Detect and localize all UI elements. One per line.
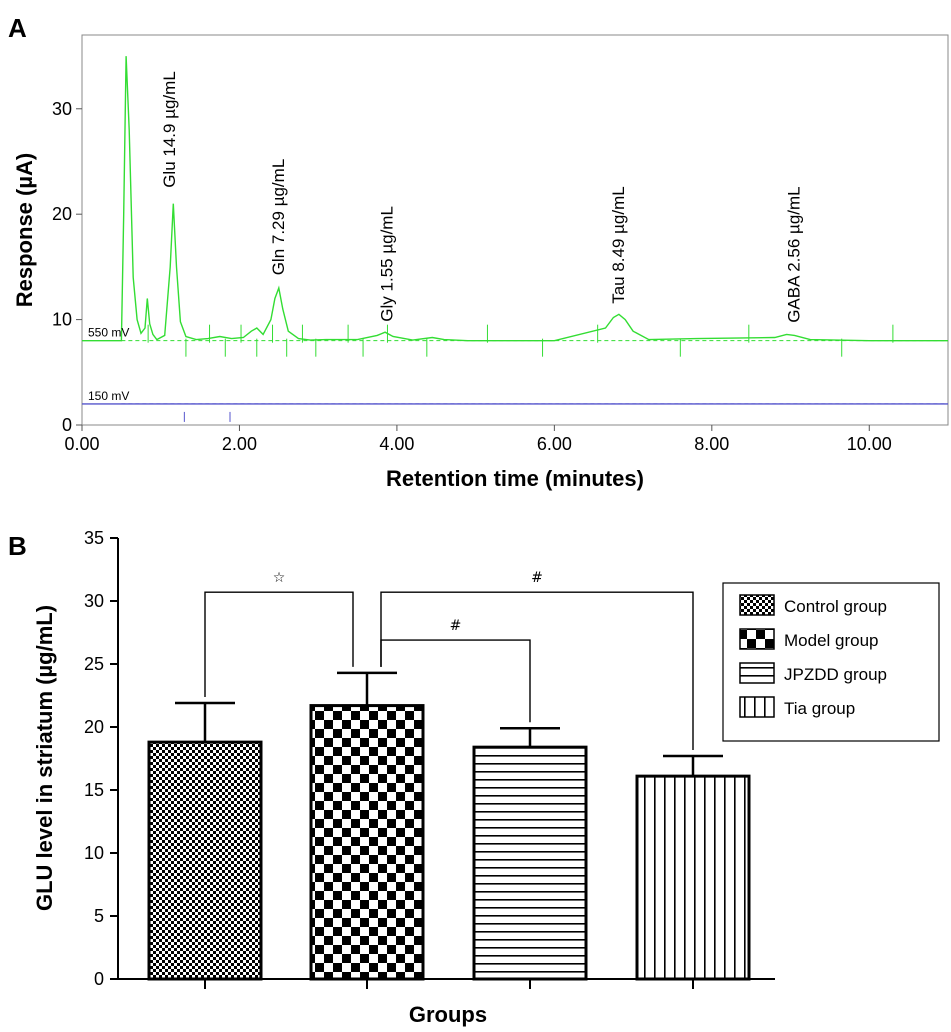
panel-letter-a: A — [8, 13, 27, 43]
legend-swatch — [739, 662, 775, 684]
y-tick-label: 0 — [62, 415, 72, 435]
x-tick-label: 6.00 — [537, 434, 572, 454]
bar — [635, 774, 751, 981]
panel-letter-b: B — [8, 531, 27, 561]
y-tick-label: 20 — [52, 204, 72, 224]
bar-chart-panel: 0 5 10 15 20 25 30 35 ☆ # # Control group Model gr… — [32, 528, 940, 1027]
peak-annotations: Glu 14.9 µg/mL Gln 7.29 µg/mL Gly 1.55 µg/… — [160, 71, 803, 323]
bar-chart-legend: Control group Model group JPZDD group Tia g… — [722, 582, 940, 742]
bar — [309, 704, 425, 981]
peak-label: GABA 2.56 µg/mL — [785, 186, 804, 322]
bar-chart-x-axis-title: Groups — [409, 1002, 487, 1027]
chromatogram-traces: 550 mV 150 mV — [82, 56, 948, 422]
y-tick-label: 10 — [84, 843, 104, 863]
legend-entry: Model group — [784, 631, 879, 650]
chromatogram-frame — [81, 34, 949, 426]
x-tick-label: 8.00 — [694, 434, 729, 454]
x-tick-label: 4.00 — [379, 434, 414, 454]
trace-550mv-label: 550 mV — [88, 326, 129, 340]
significance-bracket — [204, 591, 354, 698]
chromatogram-x-axis-title: Retention time (minutes) — [386, 466, 644, 491]
peak-label: Glu 14.9 µg/mL — [160, 71, 179, 188]
x-tick-label: 10.00 — [847, 434, 892, 454]
x-tick-label: 2.00 — [222, 434, 257, 454]
significance-bracket — [380, 591, 694, 750]
significance-marker: # — [531, 570, 543, 586]
significance-marker: ☆ — [273, 570, 286, 586]
peak-label: Gly 1.55 µg/mL — [378, 206, 397, 322]
y-tick-label: 30 — [52, 99, 72, 119]
y-tick-label: 25 — [84, 654, 104, 674]
y-tick-label: 20 — [84, 717, 104, 737]
y-tick-label: 35 — [84, 528, 104, 548]
trace-550mv-line — [82, 56, 948, 342]
significance-marker: # — [450, 618, 462, 634]
chromatogram-y-axis-title: Response (µA) — [12, 153, 37, 307]
x-tick-label: 0.00 — [64, 434, 99, 454]
legend-entry: Control group — [784, 597, 887, 616]
legend-swatch — [739, 594, 775, 616]
y-tick-label: 15 — [84, 780, 104, 800]
legend-swatch — [739, 696, 775, 718]
y-tick-label: 10 — [52, 310, 72, 330]
y-tick-label: 30 — [84, 591, 104, 611]
y-tick-label: 0 — [94, 969, 104, 989]
bar-chart-y-axis-title: GLU level in striatum (µg/mL) — [32, 605, 57, 911]
bar-chart-bars — [147, 671, 751, 981]
significance-brackets: ☆ # # — [204, 570, 694, 750]
legend-swatch — [739, 628, 775, 650]
bar — [472, 745, 588, 981]
chromatogram-axes: 0.00 2.00 4.00 6.00 8.00 10.00 0 10 20 30 — [52, 99, 892, 454]
legend-entry: Tia group — [784, 699, 855, 718]
significance-bracket — [380, 639, 531, 723]
chromatogram-panel: 0.00 2.00 4.00 6.00 8.00 10.00 0 10 20 30 550 mV 1… — [12, 34, 949, 491]
peak-label: Tau 8.49 µg/mL — [609, 186, 628, 304]
bar — [147, 740, 263, 981]
legend-entry: JPZDD group — [784, 665, 887, 684]
trace-150mv-label: 150 mV — [88, 389, 129, 403]
peak-label: Gln 7.29 µg/mL — [269, 159, 288, 276]
y-tick-label: 5 — [94, 906, 104, 926]
